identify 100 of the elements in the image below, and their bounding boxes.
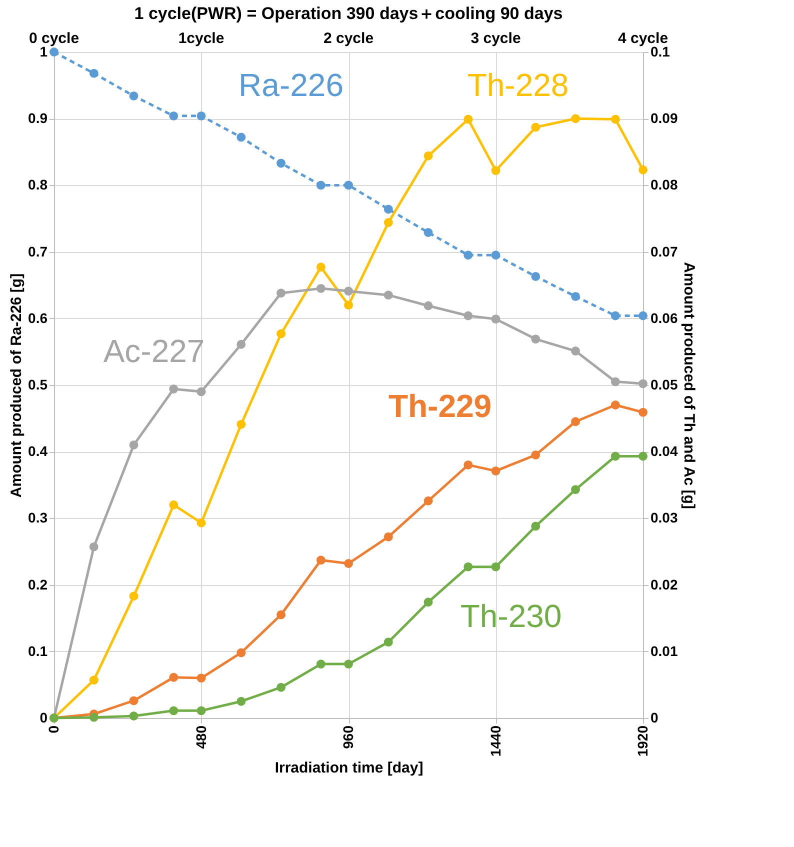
point xyxy=(169,706,178,716)
point xyxy=(384,204,393,214)
point xyxy=(316,262,326,272)
series-label: Ra-226 xyxy=(238,67,344,103)
point xyxy=(424,151,433,160)
y-tick-label: 0.3 xyxy=(28,510,48,526)
series-label: Ac-227 xyxy=(103,333,205,369)
text: 2 cycle xyxy=(323,30,374,47)
point xyxy=(464,250,473,260)
y-tick-label: 0.7 xyxy=(28,243,48,260)
point xyxy=(236,132,246,142)
point xyxy=(571,292,580,301)
point xyxy=(276,610,286,620)
point xyxy=(384,218,393,227)
y2-tick-label: 0.05 xyxy=(650,376,678,392)
x-tick-label: 1920 xyxy=(634,725,650,757)
point xyxy=(129,712,138,720)
y2-tick-label: 0.01 xyxy=(650,642,678,659)
point xyxy=(89,676,98,684)
y2-tick-label: 0.04 xyxy=(650,443,678,460)
point xyxy=(276,158,286,168)
y2-tick-label: 0.07 xyxy=(650,243,678,260)
point xyxy=(316,180,326,190)
point xyxy=(196,111,206,120)
x-axis-title: Irradiation time [day] xyxy=(274,760,424,777)
y-tick-label: 0.5 xyxy=(28,376,48,392)
point xyxy=(169,500,178,510)
point xyxy=(276,682,286,692)
series-label: Th-228 xyxy=(467,67,569,103)
point xyxy=(236,340,246,349)
point xyxy=(344,660,353,669)
point xyxy=(424,228,433,237)
point xyxy=(531,272,540,281)
point xyxy=(531,334,540,344)
series-label: Th-230 xyxy=(460,598,562,634)
point xyxy=(491,466,500,476)
chart-title: 1 cycle(PWR) = Operation 390 days＋cooling 90 days xyxy=(134,4,563,23)
x-tick-label: 0 xyxy=(46,725,62,734)
y-tick-label: 0 xyxy=(40,710,48,726)
x-tick-label: 1440 xyxy=(487,725,504,757)
y-tick-label: 0.9 xyxy=(28,110,48,126)
point xyxy=(384,532,393,542)
point xyxy=(638,379,648,388)
point xyxy=(531,450,540,460)
point xyxy=(344,180,353,190)
point xyxy=(424,301,433,310)
text: 3 cycle xyxy=(470,30,521,47)
y-tick-label: 0.6 xyxy=(28,310,48,326)
point xyxy=(610,311,620,320)
point xyxy=(464,460,473,470)
point xyxy=(89,542,98,552)
point xyxy=(384,638,393,647)
point xyxy=(638,165,648,174)
y2-tick-label: 0.03 xyxy=(650,510,678,526)
point xyxy=(129,91,138,100)
point xyxy=(89,712,98,722)
point xyxy=(169,384,178,394)
x-tick-label: 480 xyxy=(192,725,209,749)
point xyxy=(464,311,473,320)
y2-tick-label: 0 xyxy=(650,710,658,726)
y2-tick-label: 0.09 xyxy=(650,110,678,126)
point xyxy=(638,311,648,320)
y2-axis-title: Amount produced of Th and Ac [g] xyxy=(680,262,698,509)
series-label: Th-229 xyxy=(388,388,492,424)
y-tick-label: 0.1 xyxy=(28,642,48,659)
point xyxy=(276,329,286,338)
point xyxy=(464,114,473,124)
point xyxy=(196,387,206,396)
point xyxy=(571,485,580,494)
point xyxy=(424,598,433,607)
point xyxy=(236,696,246,706)
point xyxy=(344,286,353,296)
text: 1cycle xyxy=(178,30,224,47)
point xyxy=(169,111,178,120)
point xyxy=(236,420,246,429)
point xyxy=(571,346,580,356)
point xyxy=(571,417,580,426)
point xyxy=(196,518,206,528)
point xyxy=(236,648,246,658)
y-tick-label: 0.2 xyxy=(28,576,48,592)
point xyxy=(344,300,353,310)
y-tick-label: 0.4 xyxy=(28,443,48,460)
point xyxy=(491,166,500,176)
y-tick-label: 0.8 xyxy=(28,176,48,193)
point xyxy=(129,696,138,706)
y2-tick-label: 0.02 xyxy=(650,576,678,592)
y-axis-title: Amount produced of Ra-226 [g] xyxy=(8,273,26,498)
point xyxy=(169,672,178,682)
point xyxy=(129,440,138,450)
point xyxy=(89,68,98,78)
point xyxy=(344,559,353,568)
point xyxy=(276,288,286,298)
point xyxy=(531,122,540,132)
point xyxy=(610,400,620,410)
point xyxy=(491,562,500,572)
point xyxy=(464,562,473,572)
point xyxy=(610,114,620,124)
x-tick-label: 960 xyxy=(340,725,356,749)
point xyxy=(610,377,620,386)
point xyxy=(196,674,206,683)
